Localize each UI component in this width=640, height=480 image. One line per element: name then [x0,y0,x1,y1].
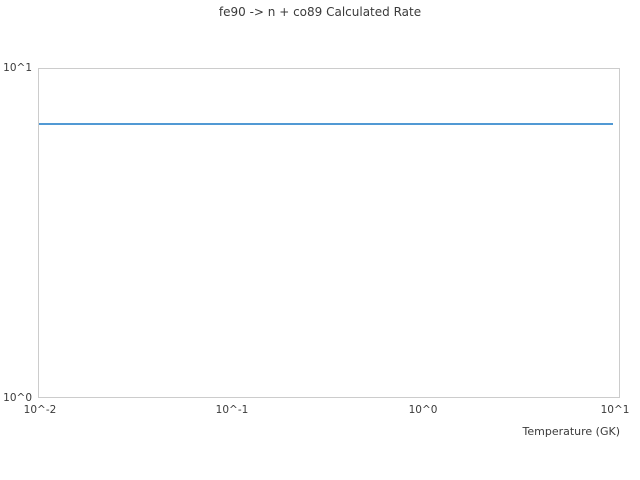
chart-title: fe90 -> n + co89 Calculated Rate [218,5,422,19]
rate-line-series [39,123,613,125]
x-axis-label: Temperature (GK) [522,425,621,438]
x-tick-label-1e0: 10^0 [408,404,438,416]
plot-area [38,68,620,398]
y-tick-label-bottom: 10^0 [3,392,32,404]
y-tick-label-top: 10^1 [3,62,32,74]
x-tick-label-1e1: 10^1 [600,404,630,416]
x-tick-label-1e-1: 10^-1 [215,404,249,416]
x-tick-label-1e-2: 10^-2 [23,404,57,416]
